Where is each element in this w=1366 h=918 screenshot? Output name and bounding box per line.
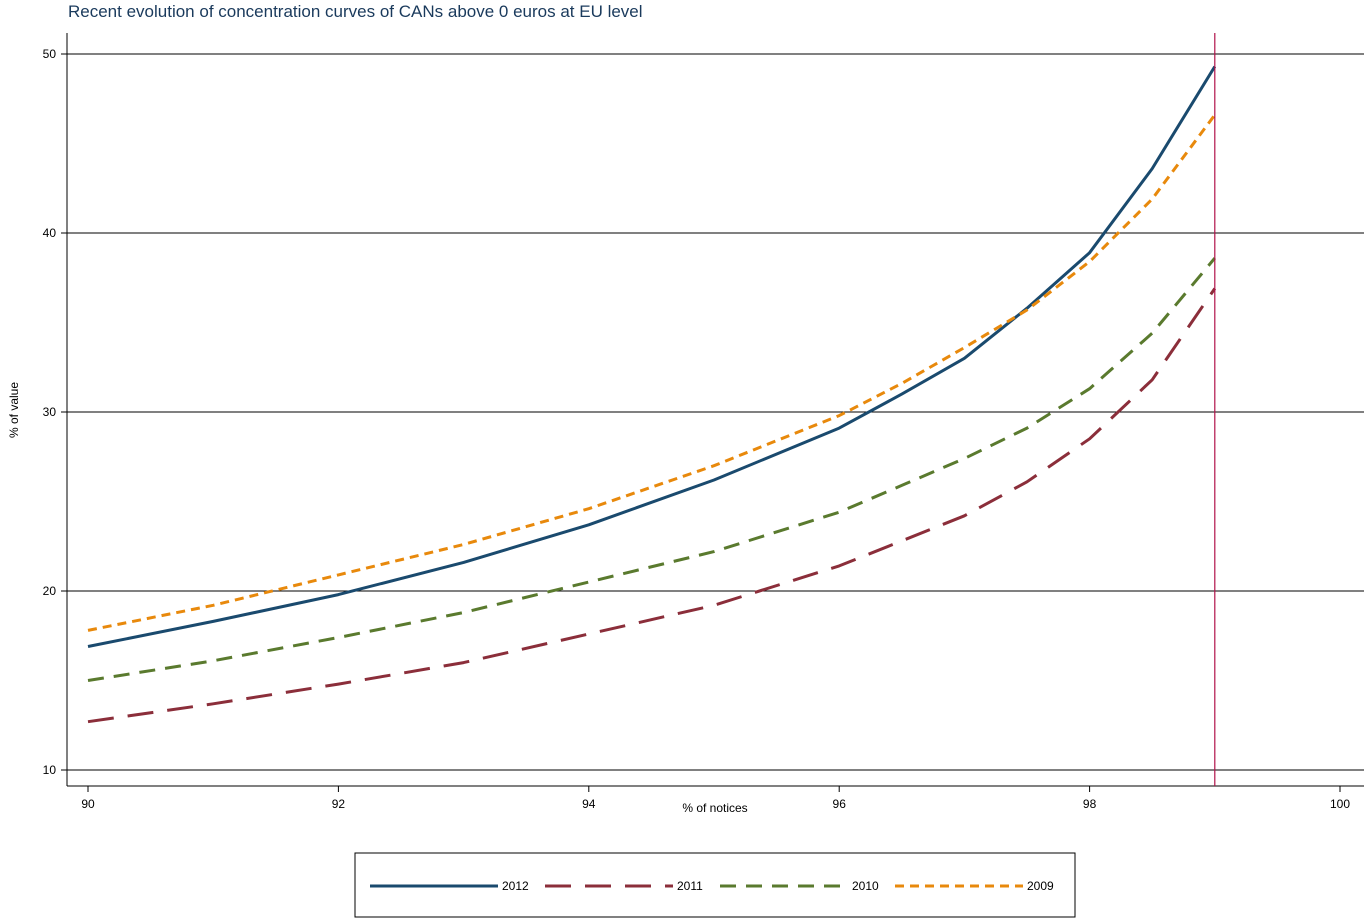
- x-tick-label: 94: [582, 797, 596, 811]
- legend-label-2012: 2012: [502, 879, 529, 893]
- x-tick-label: 100: [1330, 797, 1350, 811]
- legend-label-2011: 2011: [677, 879, 703, 893]
- axes: [66, 33, 1364, 787]
- y-tick-label: 10: [43, 763, 57, 777]
- x-tick-label: 92: [332, 797, 346, 811]
- legend-label-2009: 2009: [1027, 879, 1054, 893]
- legend: 2012 2011 2010 2009: [354, 852, 1076, 918]
- grid-lines: [67, 53, 1364, 771]
- series-line-2012: [87, 65, 1217, 648]
- y-tick-label: 30: [43, 405, 57, 419]
- y-tick-label: 20: [43, 584, 57, 598]
- x-tick-label: 98: [1083, 797, 1097, 811]
- series-line-2010: [87, 257, 1216, 682]
- x-tick-label: 96: [833, 797, 847, 811]
- series-line-2009: [87, 114, 1217, 632]
- y-tick-label: 40: [43, 226, 57, 240]
- tick-labels: 10 20 30 40 50 90 92 94 96 98 100: [43, 47, 1351, 811]
- series-line-2011: [87, 287, 1217, 724]
- legend-label-2010: 2010: [852, 879, 879, 893]
- series-lines: [87, 65, 1217, 724]
- y-axis-title: % of value: [7, 382, 21, 438]
- x-tick-label: 90: [81, 797, 95, 811]
- y-tick-label: 50: [43, 47, 57, 61]
- chart-title: Recent evolution of concentration curves…: [68, 2, 643, 21]
- x-axis-title: % of notices: [682, 801, 747, 815]
